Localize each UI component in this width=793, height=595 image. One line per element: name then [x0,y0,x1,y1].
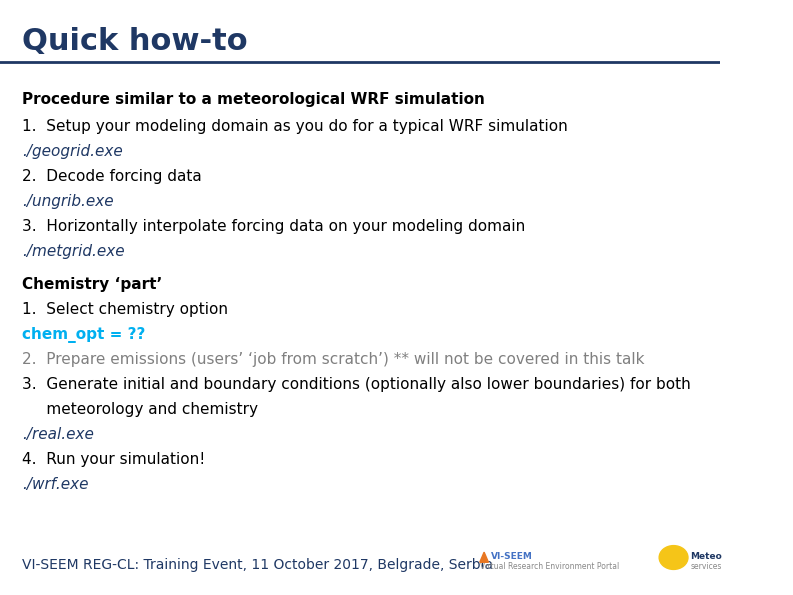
Text: Chemistry ‘part’: Chemistry ‘part’ [21,277,162,292]
Text: meteorology and chemistry: meteorology and chemistry [21,402,258,416]
Text: ./wrf.exe: ./wrf.exe [21,477,88,491]
Text: Virtual Research Environment Portal: Virtual Research Environment Portal [480,562,619,571]
Text: Quick how-to: Quick how-to [21,27,247,56]
Text: 4.  Run your simulation!: 4. Run your simulation! [21,452,205,466]
Text: chem_opt = ??: chem_opt = ?? [21,327,145,343]
Text: 2.  Prepare emissions (users’ ‘job from scratch’) ** will not be covered in this: 2. Prepare emissions (users’ ‘job from s… [21,352,644,367]
Text: Meteo: Meteo [690,552,722,561]
Text: services: services [690,562,722,571]
Text: 3.  Horizontally interpolate forcing data on your modeling domain: 3. Horizontally interpolate forcing data… [21,219,525,234]
Text: 1.  Setup your modeling domain as you do for a typical WRF simulation: 1. Setup your modeling domain as you do … [21,119,567,134]
Text: ./metgrid.exe: ./metgrid.exe [21,244,125,259]
Text: ./ungrib.exe: ./ungrib.exe [21,194,113,209]
Text: VI-SEEM: VI-SEEM [492,552,533,561]
Polygon shape [480,552,488,562]
Text: VI-SEEM REG-CL: Training Event, 11 October 2017, Belgrade, Serbia: VI-SEEM REG-CL: Training Event, 11 Octob… [21,558,492,572]
Text: 3.  Generate initial and boundary conditions (optionally also lower boundaries) : 3. Generate initial and boundary conditi… [21,377,691,392]
Text: ./real.exe: ./real.exe [21,427,94,441]
Text: 1.  Select chemistry option: 1. Select chemistry option [21,302,228,317]
Text: Procedure similar to a meteorological WRF simulation: Procedure similar to a meteorological WR… [21,92,485,107]
Circle shape [659,546,688,569]
Text: 2.  Decode forcing data: 2. Decode forcing data [21,169,201,184]
Text: ./geogrid.exe: ./geogrid.exe [21,144,122,159]
